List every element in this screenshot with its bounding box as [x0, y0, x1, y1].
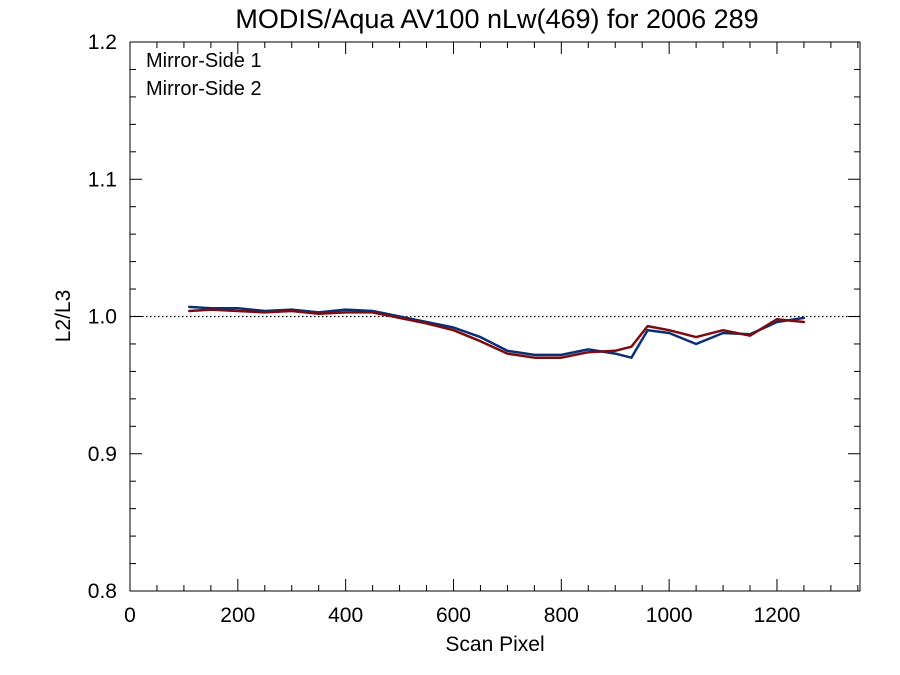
y-tick-label: 0.8 — [88, 580, 117, 603]
x-tick-label: 0 — [124, 604, 136, 627]
x-axis-label: Scan Pixel — [445, 633, 544, 656]
series-line-mirror-side-2 — [188, 308, 806, 359]
y-tick-label: 1.2 — [88, 31, 117, 54]
y-axis-label: L2/L3 — [52, 290, 75, 343]
x-tick-label: 1200 — [754, 604, 801, 627]
legend-item-mirror-side-2: Mirror-Side 2 — [146, 78, 262, 100]
axis-ticks — [129, 41, 860, 592]
series-line-mirror-side-1 — [188, 305, 806, 359]
x-tick-labels: 0 200 400 600 800 1000 1200 — [124, 604, 800, 627]
y-tick-label: 1.1 — [88, 168, 117, 191]
chart-title: MODIS/Aqua AV100 nLw(469) for 2006 289 — [235, 4, 758, 34]
x-tick-label: 400 — [328, 604, 363, 627]
y-tick-labels: 0.8 0.9 1.0 1.1 1.2 — [88, 31, 117, 603]
y-tick-label: 0.9 — [88, 443, 117, 466]
x-tick-label: 200 — [220, 604, 255, 627]
x-tick-label: 600 — [436, 604, 471, 627]
y-tick-label: 1.0 — [88, 306, 117, 329]
legend-item-mirror-side-1: Mirror-Side 1 — [146, 50, 262, 72]
x-tick-label: 800 — [544, 604, 579, 627]
series-lines — [188, 305, 806, 359]
x-tick-label: 1000 — [646, 604, 693, 627]
